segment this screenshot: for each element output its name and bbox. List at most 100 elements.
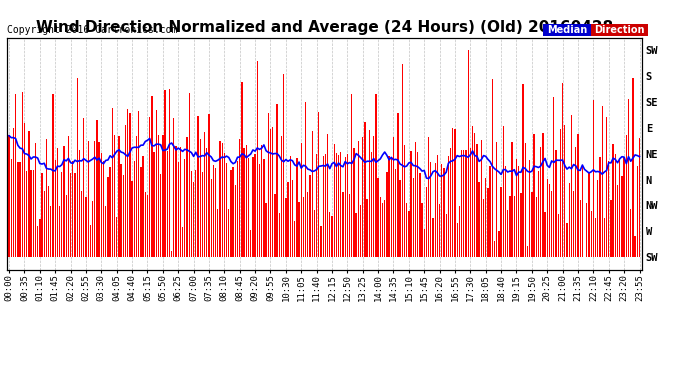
Bar [270,129,271,257]
Bar [639,138,640,257]
Bar [134,160,135,257]
Bar [433,218,434,257]
Bar [268,113,269,257]
Bar [210,179,212,257]
Bar [138,111,139,257]
Bar [24,123,25,257]
Bar [30,170,32,257]
Bar [357,141,359,257]
Bar [518,166,520,257]
FancyBboxPatch shape [591,24,648,36]
Bar [235,185,236,257]
Bar [441,164,442,257]
Bar [66,195,67,257]
Bar [199,139,201,257]
Bar [496,142,497,257]
Bar [197,116,199,257]
Bar [474,133,475,257]
Bar [364,122,366,257]
Bar [597,180,598,257]
Bar [591,211,592,257]
Bar [476,144,477,257]
Bar [327,134,328,257]
Bar [373,136,375,257]
Bar [81,190,82,257]
Bar [259,164,260,257]
Bar [294,220,295,257]
Bar [580,200,581,257]
Bar [57,148,58,257]
Bar [344,157,346,257]
Bar [266,203,267,257]
Bar [533,134,535,257]
Bar [26,171,28,257]
Bar [237,161,238,257]
Bar [411,151,412,257]
Bar [573,192,574,257]
Bar [118,136,119,257]
Bar [472,126,473,257]
Bar [589,173,590,257]
Bar [39,219,41,257]
Bar [608,162,609,257]
Bar [88,141,89,257]
Bar [338,155,339,257]
Bar [340,152,342,257]
Bar [516,159,518,257]
Bar [19,162,21,257]
Bar [257,61,258,257]
Bar [535,197,537,257]
Bar [246,146,247,257]
Bar [450,148,451,257]
Bar [408,211,410,257]
Bar [140,167,141,257]
Bar [285,198,286,257]
Bar [15,94,17,257]
Bar [34,142,36,257]
Bar [489,166,491,257]
Bar [86,196,87,257]
Bar [457,224,458,257]
Bar [478,182,480,257]
Bar [8,135,10,257]
Bar [305,102,306,257]
Bar [575,147,576,257]
Bar [388,156,390,257]
Bar [377,178,379,257]
Text: Median: Median [547,25,587,35]
Bar [296,158,297,257]
Bar [360,205,361,257]
Bar [520,193,522,257]
Bar [446,214,447,257]
Bar [375,94,377,257]
Bar [90,225,91,257]
Bar [617,184,618,257]
Bar [353,148,355,257]
Bar [99,142,100,257]
Bar [283,75,284,257]
Bar [524,143,526,257]
Bar [470,148,471,257]
Bar [79,150,80,257]
Bar [551,191,552,257]
Title: Wind Direction Normalized and Average (24 Hours) (Old) 20160428: Wind Direction Normalized and Average (2… [36,20,613,35]
Bar [145,192,146,257]
Bar [250,230,251,257]
Bar [131,181,132,257]
Bar [281,136,282,257]
Bar [397,113,399,257]
Bar [48,186,49,257]
Bar [538,171,539,257]
Bar [549,184,550,257]
Bar [195,171,197,257]
Bar [160,174,161,257]
Bar [72,161,73,257]
Bar [255,154,256,257]
Bar [204,132,205,257]
Bar [492,80,493,257]
Bar [112,108,113,257]
Bar [173,118,175,257]
Bar [513,196,515,257]
Bar [586,203,587,257]
Bar [241,82,243,257]
